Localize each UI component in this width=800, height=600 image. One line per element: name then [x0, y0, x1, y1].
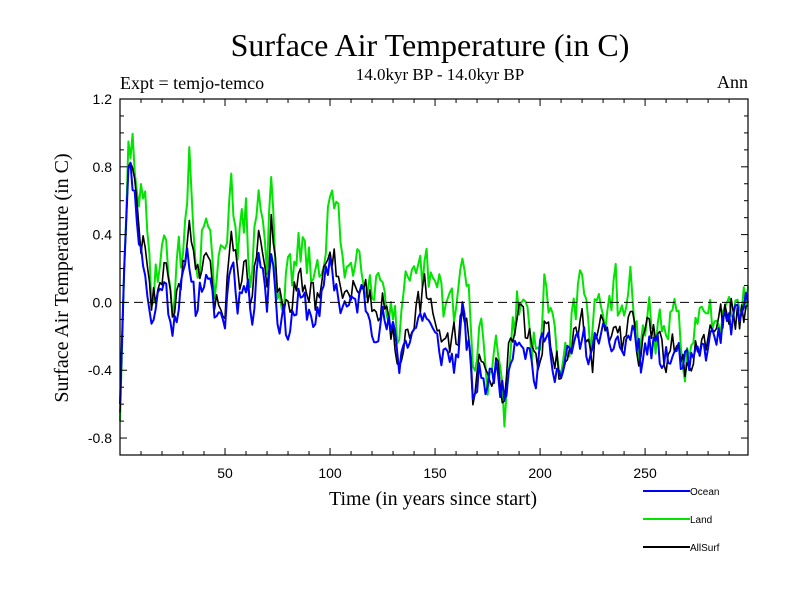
- y-tick-label: 0.4: [93, 227, 113, 243]
- legend: Ocean Land AllSurf: [643, 487, 720, 554]
- y-axis-label: Surface Air Temperature (in C): [51, 153, 73, 402]
- y-tick-label: 0.0: [93, 294, 113, 310]
- x-tick-label: 100: [318, 465, 342, 481]
- legend-label-ocean: Ocean: [690, 487, 719, 498]
- experiment-label: Expt = temjo-temco: [120, 73, 264, 93]
- series-line-allsurf: [119, 161, 749, 413]
- y-tick-label: -0.4: [88, 362, 112, 378]
- x-tick-label: 150: [423, 465, 447, 481]
- x-tick-label: 250: [633, 465, 657, 481]
- legend-label-allsurf: AllSurf: [690, 543, 720, 554]
- ticks-layer: 50 100 150 200 250 -0.8 -0.4 0.0 0.4 0.8 1.2: [88, 91, 748, 481]
- series-line-ocean: [119, 162, 749, 405]
- y-tick-label: 1.2: [93, 91, 113, 107]
- period-label: Ann: [717, 72, 748, 92]
- y-tick-label: -0.8: [88, 430, 112, 446]
- chart-subtitle: 14.0kyr BP - 14.0kyr BP: [356, 65, 524, 84]
- x-tick-label: 50: [217, 465, 233, 481]
- x-axis-label: Time (in years since start): [329, 488, 537, 510]
- y-tick-label: 0.8: [93, 159, 113, 175]
- series-line-land: [119, 132, 749, 428]
- x-tick-label: 200: [528, 465, 552, 481]
- plot-frame: [119, 98, 749, 456]
- legend-label-land: Land: [690, 515, 712, 526]
- series-layer: [119, 132, 749, 428]
- chart-title: Surface Air Temperature (in C): [231, 27, 630, 63]
